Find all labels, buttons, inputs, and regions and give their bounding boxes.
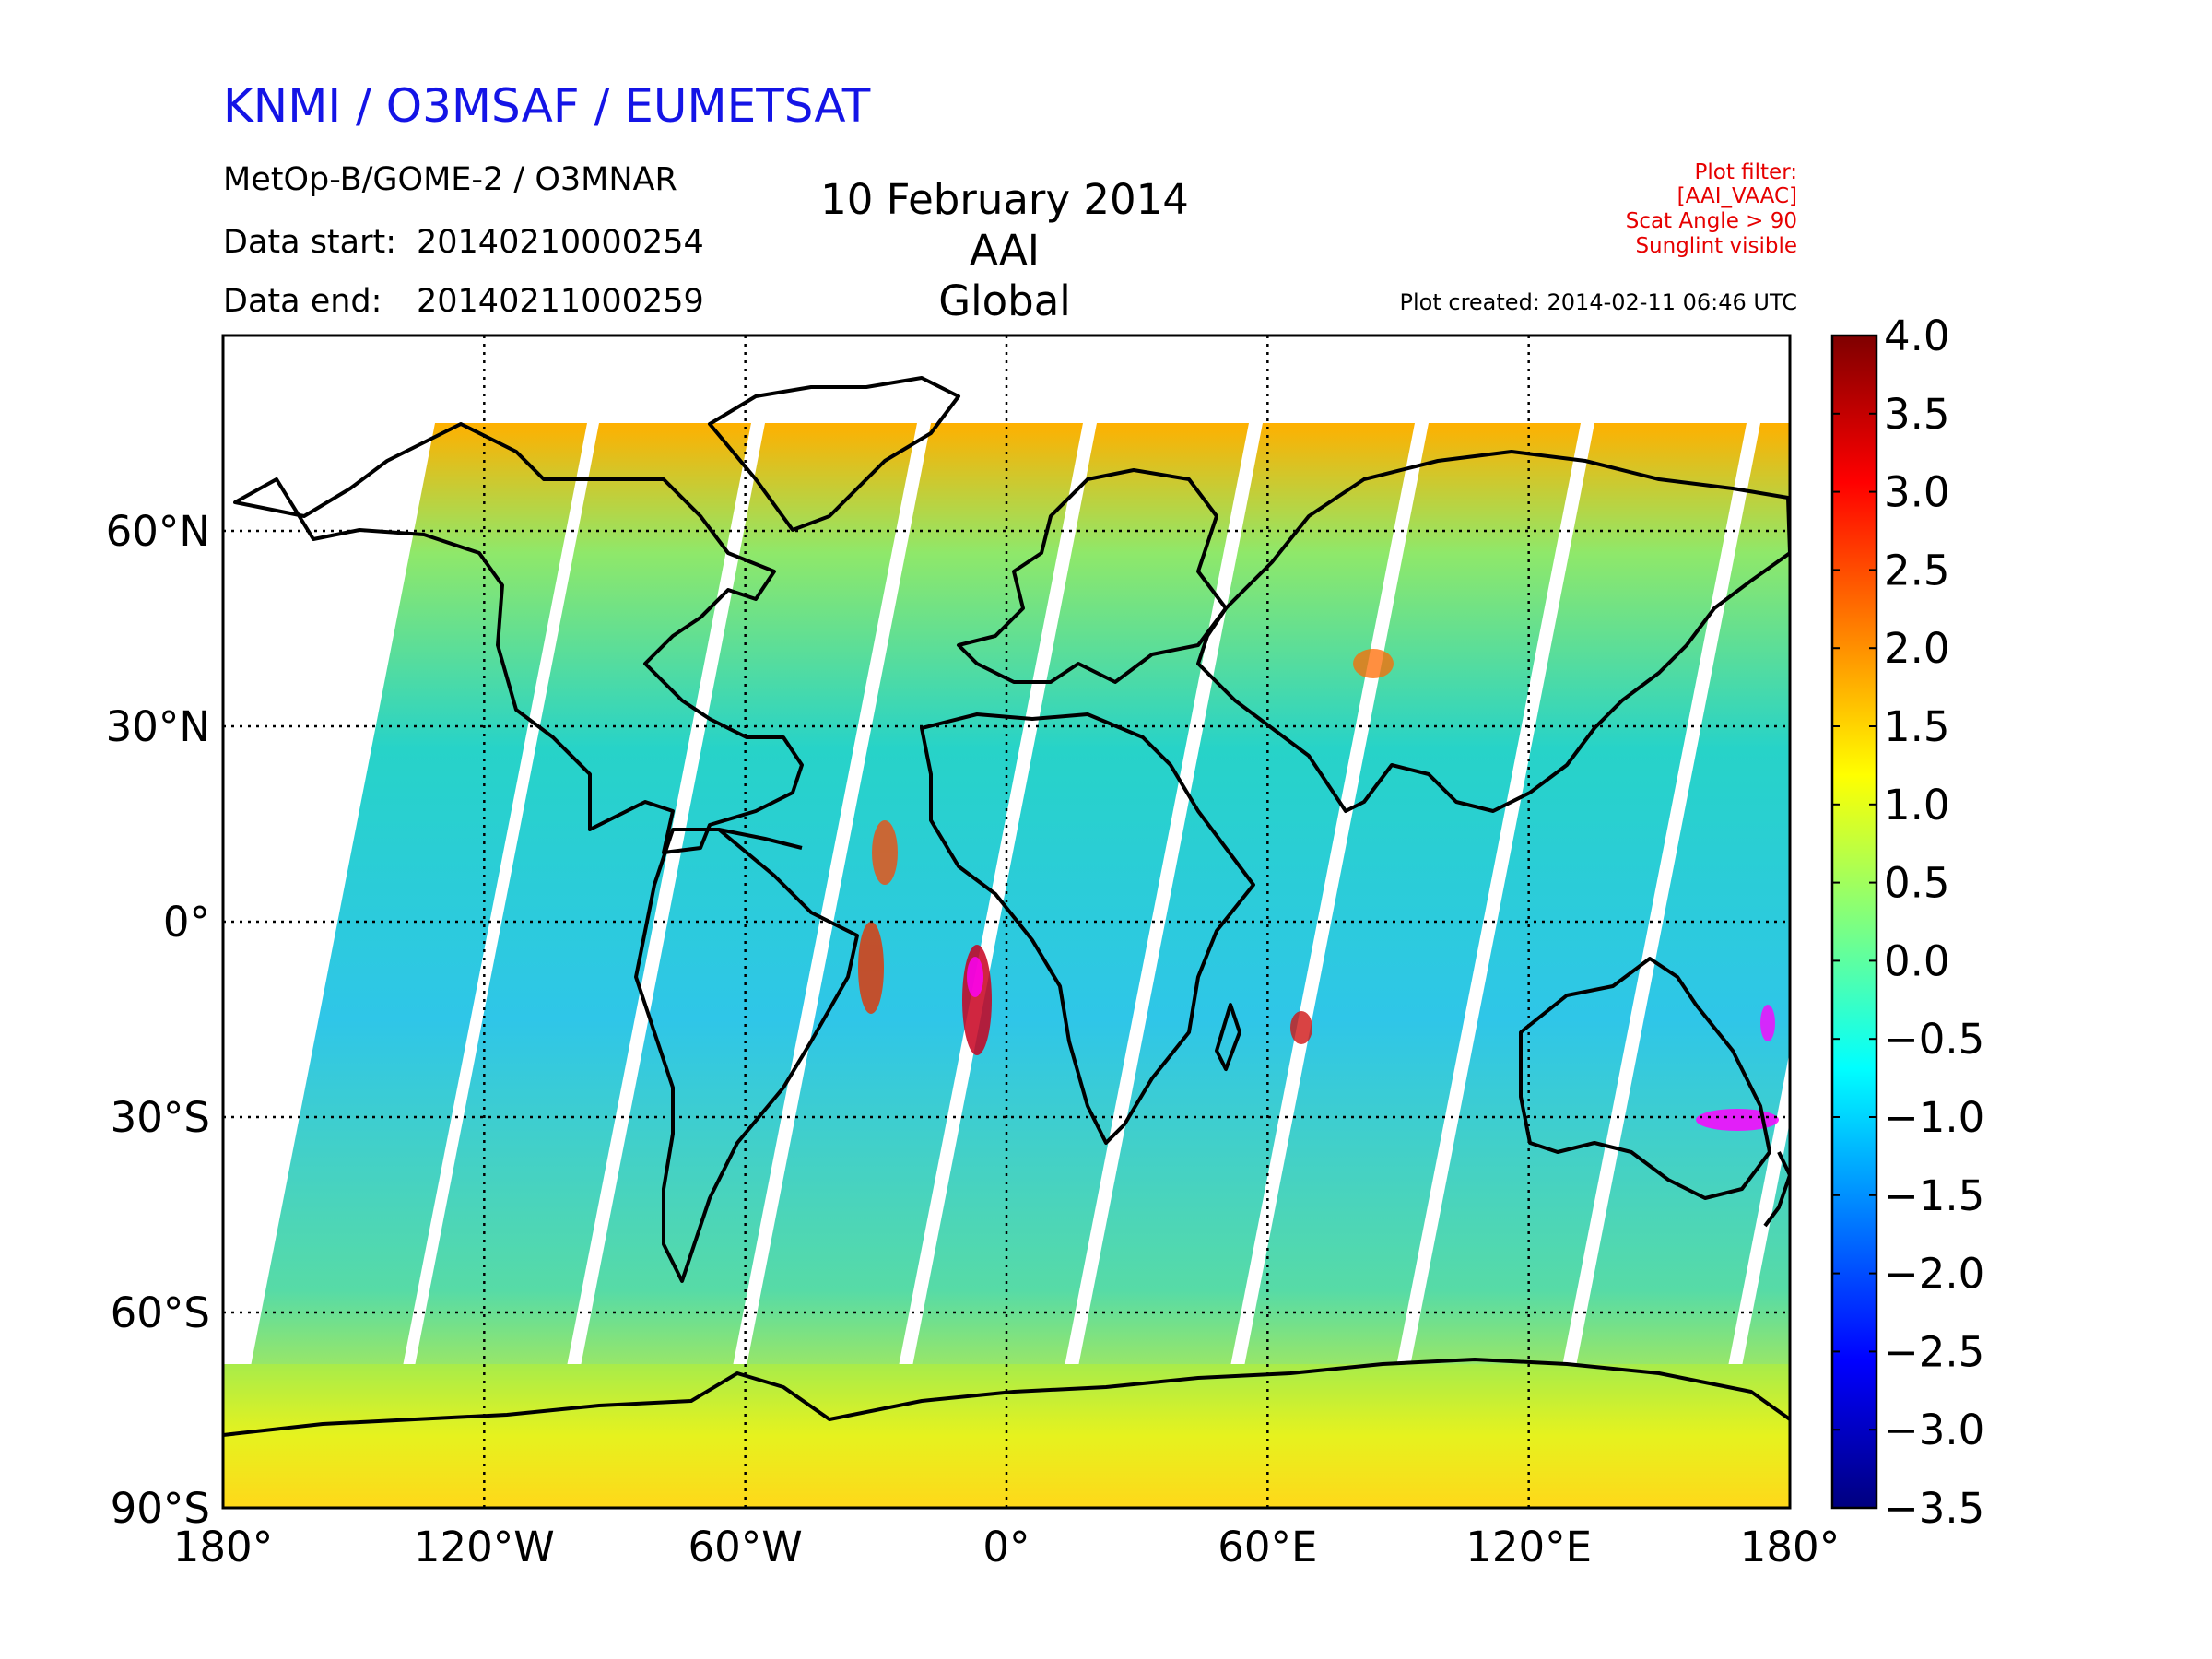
swath-5: [885, 423, 1249, 1508]
lon-tick-label: 180°: [1740, 1523, 1840, 1571]
swath-8: [1382, 423, 1747, 1508]
colorbar-tick-label: 3.0: [1884, 468, 1950, 517]
coastlines: [223, 376, 1790, 1437]
lon-tick-label: 60°E: [1218, 1523, 1317, 1571]
asia-outline: [1196, 450, 1790, 813]
colorbar-tick-label: −0.5: [1884, 1015, 1984, 1064]
colorbar-tick-label: −3.5: [1884, 1484, 1984, 1533]
hotspot-brazil: [858, 922, 884, 1014]
lat-tick-label: 30°S: [111, 1093, 210, 1142]
swath-4: [719, 423, 1083, 1508]
title-date: 10 February 2014: [820, 175, 1189, 224]
lon-tick-label: 120°W: [414, 1523, 555, 1571]
swath-1: [223, 423, 587, 1508]
colorbar-tick-label: −3.0: [1884, 1406, 1984, 1454]
colorbar-tick-label: 3.5: [1884, 390, 1950, 439]
hotspot-africa-west: [872, 820, 898, 885]
plot-filter-heading: Plot filter:: [1694, 160, 1797, 184]
hotspot-magenta-pacific: [1760, 1005, 1775, 1041]
colorbar-tick-label: 0.5: [1884, 859, 1950, 908]
north-america-outline: [233, 422, 804, 854]
longitude-tick-labels: 180° 120°W 60°W 0° 60°E 120°E 180°: [173, 1523, 1840, 1571]
lon-tick-label: 0°: [982, 1523, 1030, 1571]
title-product: AAI: [969, 226, 1041, 275]
data-start-value: 20140210000254: [417, 224, 704, 261]
lat-tick-label: 0°: [163, 898, 210, 947]
colorbar-tick-label: 1.5: [1884, 702, 1950, 751]
data-start-label: Data start:: [223, 224, 397, 261]
hotspot-indian-ocean: [1290, 1011, 1312, 1044]
antarctica-outline: [223, 1358, 1790, 1437]
greater-antilles-outline: [718, 828, 803, 850]
colorbar-tick-label: −1.5: [1884, 1171, 1984, 1220]
madagascar-outline: [1215, 1003, 1241, 1071]
lat-tick-label: 30°N: [106, 702, 210, 751]
colorbar-gradient: [1830, 334, 1878, 1510]
data-end-label: Data end:: [223, 283, 382, 320]
colorbar-tick-label: 1.0: [1884, 781, 1950, 830]
colorbar-tick-label: 0.0: [1884, 936, 1950, 985]
lat-tick-label: 90°S: [111, 1484, 210, 1533]
swath-2: [387, 423, 751, 1508]
africa-outline: [920, 712, 1255, 1145]
aerosol-hotspots: [858, 649, 1779, 1131]
colorbar-ticks: 4.0 3.5 3.0 2.5 2.0 1.5 1.0 0.5 0.0 −0.5 −1.0 −1.5 −…: [1832, 312, 1984, 1533]
organization-title: KNMI / O3MSAF / EUMETSAT: [223, 79, 871, 133]
plot-filter-name: [AAI_VAAC]: [1677, 184, 1797, 208]
lat-tick-label: 60°S: [111, 1288, 210, 1337]
colorbar-tick-label: −1.0: [1884, 1093, 1984, 1142]
plot-filter-sunglint: Sunglint visible: [1635, 234, 1797, 258]
colorbar-tick-label: −2.0: [1884, 1250, 1984, 1299]
lon-tick-label: 120°E: [1465, 1523, 1592, 1571]
south-america-outline: [634, 828, 859, 1283]
new-zealand-outline: [1763, 1151, 1790, 1228]
colorbar-tick-label: 4.0: [1884, 312, 1950, 360]
lon-tick-label: 60°W: [688, 1523, 803, 1571]
swath-7: [1217, 423, 1581, 1508]
instrument-label: MetOp-B/GOME-2 / O3MNAR: [223, 161, 677, 198]
data-end-value: 20140211000259: [417, 283, 704, 320]
greenland-outline: [708, 376, 960, 532]
colorbar-tick-label: 2.0: [1884, 624, 1950, 673]
title-region: Global: [938, 276, 1071, 325]
hotspot-asia: [1353, 649, 1394, 678]
swath-6: [1051, 423, 1415, 1508]
lat-tick-label: 60°N: [106, 507, 210, 556]
map-frame: [221, 334, 1792, 1510]
swath-9: [1548, 423, 1790, 1508]
hotspot-magenta-australia: [1696, 1109, 1779, 1131]
europe-outline: [957, 468, 1228, 684]
satellite-swaths: [223, 423, 1790, 1508]
plot-created-timestamp: Plot created: 2014-02-11 06:46 UTC: [1399, 289, 1797, 315]
colorbar-tick-label: 2.5: [1884, 546, 1950, 594]
plot-filter-scat-angle: Scat Angle > 90: [1625, 209, 1797, 233]
lon-tick-label: 180°: [173, 1523, 273, 1571]
australia-outline: [1519, 957, 1771, 1200]
swath-3: [553, 423, 917, 1508]
latitude-tick-labels: 60°N 30°N 0° 30°S 60°S 90°S: [106, 507, 210, 1533]
antarctic-coverage: [223, 1364, 1790, 1508]
colorbar-tick-label: −2.5: [1884, 1327, 1984, 1376]
hotspot-magenta-atlantic: [967, 957, 983, 997]
